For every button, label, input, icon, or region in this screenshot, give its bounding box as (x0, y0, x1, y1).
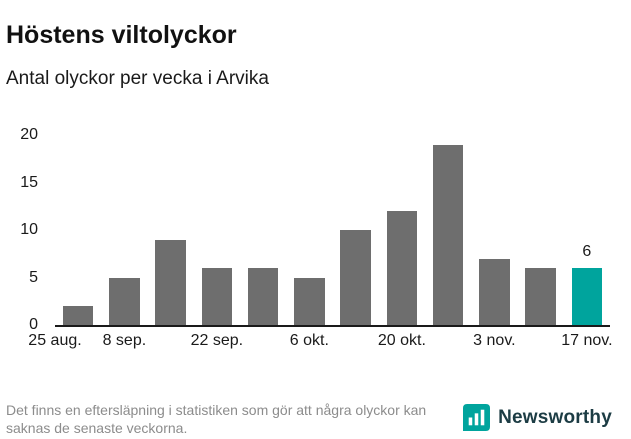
bar-slot (194, 135, 240, 325)
x-axis: 25 aug. 8 sep. 22 sep. 6 okt. 20 okt. 3 nov. 1… (28, 332, 613, 354)
bar (432, 144, 464, 325)
bar (62, 306, 94, 325)
bar-slot (101, 135, 147, 325)
bar-slot (333, 135, 379, 325)
x-tick-label: 22 sep. (190, 332, 244, 349)
bar-slot (286, 135, 332, 325)
bar-chart-plot: 6 (55, 135, 610, 327)
bar-slot (148, 135, 194, 325)
bar (340, 230, 371, 325)
bar (247, 268, 279, 325)
newsworthy-logo-icon (463, 404, 491, 431)
brand-name: Newsworthy (498, 406, 612, 428)
y-tick-label: 5 (29, 268, 38, 286)
bar (294, 277, 325, 325)
footnote: Det finns en eftersläpning i statistiken… (6, 402, 427, 437)
bar-slot (425, 135, 471, 325)
bar-slot: 6 (564, 135, 610, 325)
y-tick-label: 15 (20, 173, 38, 191)
y-tick-label: 20 (20, 126, 38, 143)
bar-slot (518, 135, 564, 325)
page-title: Höstens viltolyckor (6, 20, 237, 49)
bar-slot (379, 135, 425, 325)
bar-slot (240, 135, 286, 325)
x-tick-label: 17 nov. (561, 332, 613, 349)
brand-logo: Newsworthy (463, 404, 612, 431)
y-axis: 0 5 10 15 20 (0, 126, 44, 333)
x-tick-label: 6 okt. (289, 332, 329, 349)
bar (201, 268, 233, 325)
x-tick-label: 20 okt. (377, 332, 426, 349)
bar (479, 258, 510, 325)
x-tick-label: 3 nov. (473, 332, 516, 349)
x-tick-label: 8 sep. (102, 332, 147, 349)
bar (155, 239, 186, 325)
bar-slot (55, 135, 101, 325)
x-tick-label: 25 aug. (28, 332, 82, 349)
bar-value-label: 6 (582, 243, 592, 260)
bar-slot (471, 135, 517, 325)
bar (525, 268, 556, 325)
bar-highlighted (571, 268, 603, 325)
y-tick-label: 10 (20, 221, 38, 238)
bar (109, 277, 140, 325)
bar (386, 211, 418, 325)
chart-subtitle: Antal olyckor per vecka i Arvika (6, 68, 269, 89)
y-tick-label: 0 (29, 316, 38, 333)
